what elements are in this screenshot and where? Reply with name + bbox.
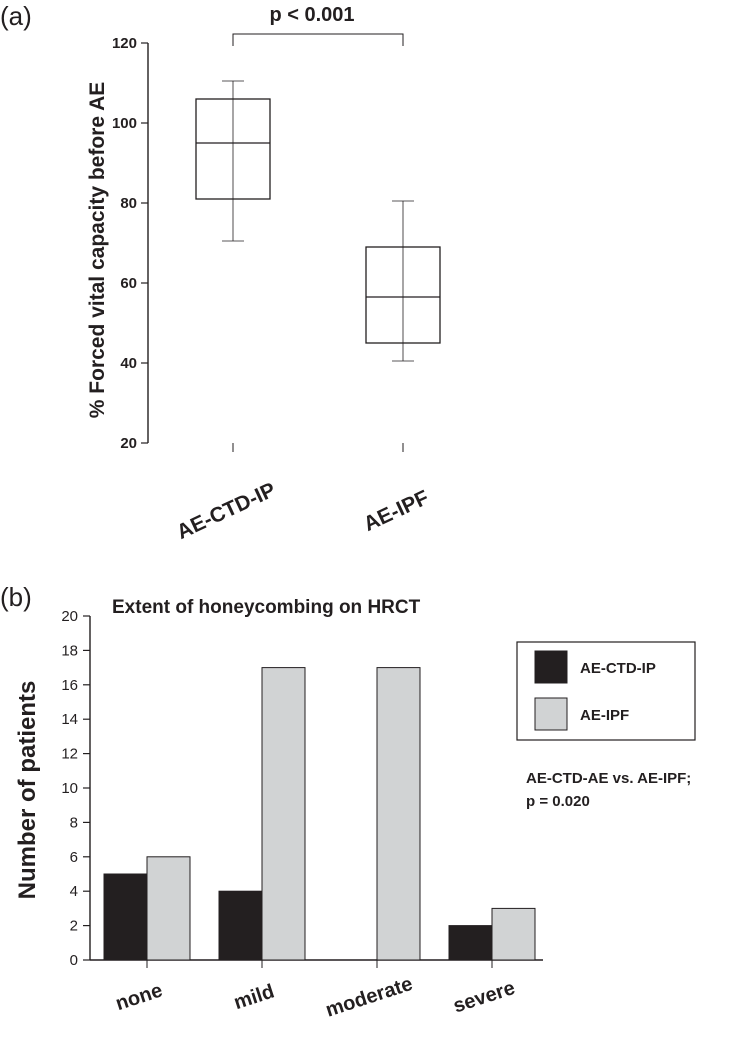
bar-ae-ipf-moderate bbox=[376, 667, 421, 961]
panel-b-note-line-2: p = 0.020 bbox=[526, 793, 590, 810]
panel-b-note-line-1: AE-CTD-AE vs. AE-IPF; bbox=[526, 770, 691, 787]
panel-b-y-axis-label: Number of patients bbox=[14, 681, 41, 900]
panel-b-y-tick-label: 14 bbox=[61, 711, 78, 728]
panel-b-label: (b) bbox=[0, 582, 32, 612]
panel-a-y-tick-label: 120 bbox=[112, 35, 137, 52]
panel-a-label: (a) bbox=[0, 1, 32, 31]
panel-b-y-tick-label: 6 bbox=[70, 849, 78, 866]
panel-a-significance-bracket bbox=[232, 33, 404, 46]
bar-ae-ctd-ip-mild bbox=[218, 890, 263, 961]
panel-b-y-tick-label: 12 bbox=[61, 746, 78, 763]
panel-b-y-tick-label: 0 bbox=[70, 952, 78, 969]
panel-a-y-axis-label: % Forced vital capacity before AE bbox=[86, 82, 109, 419]
panel-b-y-tick-label: 16 bbox=[61, 677, 78, 694]
bar-ae-ctd-ip-none bbox=[103, 873, 148, 961]
panel-b-y-tick-label: 18 bbox=[61, 642, 78, 659]
panel-b-y-tick-label: 20 bbox=[61, 608, 78, 625]
legend-label-ae-ipf: AE-IPF bbox=[580, 707, 629, 724]
panel-a-plot: 20 40 60 80 100 120 AE-CTD-IP AE-IPF bbox=[112, 33, 441, 544]
panel-b-y-tick-label: 10 bbox=[61, 780, 78, 797]
panel-a-y-tick-label: 100 bbox=[112, 115, 137, 132]
panel-a-p-value: p < 0.001 bbox=[269, 4, 354, 26]
panel-b-y-tick-label: 4 bbox=[70, 883, 78, 900]
panel-b-y-tick-label: 8 bbox=[70, 814, 78, 831]
legend-label-ae-ctd-ip: AE-CTD-IP bbox=[580, 660, 656, 677]
panel-b-legend: AE-CTD-IP AE-IPF bbox=[516, 641, 696, 741]
panel-b-title: Extent of honeycombing on HRCT bbox=[112, 597, 421, 618]
panel-b-x-label-none: none bbox=[113, 979, 165, 1015]
panel-b-y-tick-label: 2 bbox=[70, 918, 78, 935]
bar-ae-ctd-ip-severe bbox=[448, 925, 493, 961]
panel-b-x-label-mild: mild bbox=[231, 980, 277, 1014]
panel-a-y-tick-label: 80 bbox=[120, 195, 137, 212]
panel-a-y-tick-label: 40 bbox=[120, 355, 137, 372]
legend-swatch-ae-ctd-ip bbox=[534, 650, 568, 684]
bar-ae-ipf-none bbox=[146, 856, 191, 961]
bar-ae-ipf-mild bbox=[261, 667, 306, 961]
panel-a-y-tick-label: 60 bbox=[120, 275, 137, 292]
panel-a-ae-ctd-ip-box bbox=[195, 98, 271, 200]
panel-a-ae-ipf-x-label: AE-IPF bbox=[360, 486, 432, 536]
panel-b-plot: 0 2 4 6 8 10 12 14 16 18 20 none mild moderate severe bbox=[61, 608, 543, 1022]
legend-swatch-ae-ipf bbox=[534, 697, 568, 731]
panel-b-x-label-severe: severe bbox=[451, 977, 518, 1018]
panel-a-ae-ipf-box bbox=[365, 246, 441, 344]
panel-b-x-label-moderate: moderate bbox=[323, 973, 415, 1022]
bar-ae-ipf-severe bbox=[491, 907, 536, 961]
panel-a-y-tick-label: 20 bbox=[120, 435, 137, 452]
panel-a-ae-ctd-ip-x-label: AE-CTD-IP bbox=[173, 478, 279, 544]
